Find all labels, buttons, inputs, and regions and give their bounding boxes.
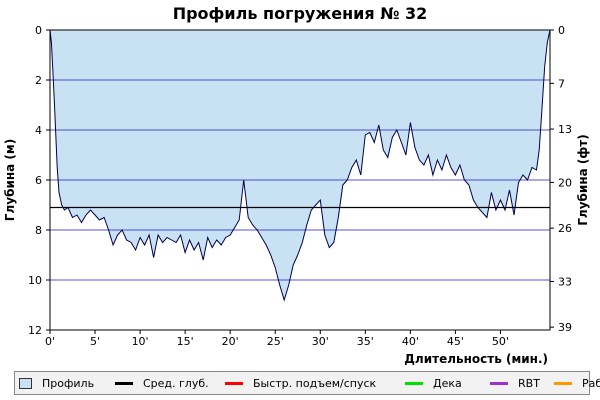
- legend-swatch: [225, 381, 243, 385]
- y-tick-label-left: 12: [28, 324, 42, 337]
- x-axis-label: Длительность (мин.): [404, 352, 548, 366]
- y-axis-label-left: Глубина (м): [3, 139, 17, 221]
- plot-area: 0' 5' 10' 15' 20' 25' 30' 35' 40' 45' 50' 0 2 4 6 8 10 12…: [28, 24, 572, 348]
- legend-label: Раб.: [582, 376, 600, 390]
- x-tick-label: 0': [45, 335, 55, 348]
- legend-item: Раб.: [554, 372, 600, 394]
- legend-item: Сред. глуб.: [115, 372, 209, 394]
- y-tick-label-right: 20: [558, 176, 572, 189]
- legend-label: Профиль: [42, 376, 95, 390]
- legend-swatch: [115, 381, 133, 385]
- x-tick-label: 20': [222, 335, 239, 348]
- y-tick-label-left: 6: [35, 174, 42, 187]
- legend-item: Дека: [405, 372, 462, 394]
- x-tick-label: 30': [312, 335, 329, 348]
- chart-title: Профиль погружения № 32: [173, 4, 428, 23]
- profile-line: [49, 29, 551, 302]
- legend-swatch: [19, 377, 32, 389]
- profile-area: [50, 30, 550, 300]
- x-tick-label: 5': [90, 335, 100, 348]
- y-tick-label-left: 0: [35, 24, 42, 37]
- y-tick-label-right: 39: [558, 321, 572, 334]
- x-tick-label: 25': [267, 335, 284, 348]
- y-tick-label-right: 7: [558, 77, 565, 90]
- legend-label: Дека: [433, 376, 462, 390]
- x-tick-label: 45': [447, 335, 464, 348]
- y-tick-label-left: 4: [35, 124, 42, 137]
- legend-swatch: [554, 381, 572, 385]
- legend-label: Сред. глуб.: [143, 376, 209, 390]
- y-tick-label-left: 10: [28, 274, 42, 287]
- legend: Профиль Сред. глуб. Быстр. подъем/спуск Дек…: [14, 371, 600, 395]
- x-tick-label: 50': [492, 335, 509, 348]
- y-tick-label-left: 8: [35, 224, 42, 237]
- legend-swatch: [405, 381, 423, 385]
- y-tick-label-right: 33: [558, 275, 572, 288]
- y-tick-label-right: 0: [558, 24, 565, 37]
- x-tick-label: 40': [402, 335, 419, 348]
- x-tick-label: 15': [177, 335, 194, 348]
- x-tick-label: 10': [132, 335, 149, 348]
- x-tick-label: 35': [357, 335, 374, 348]
- y-axis-label-right: Глубина (фт): [576, 134, 590, 225]
- y-tick-label-left: 2: [35, 74, 42, 87]
- y-tick-label-right: 26: [558, 222, 572, 235]
- y-tick-label-right: 13: [558, 123, 572, 136]
- legend-item: RBT: [490, 372, 540, 394]
- legend-item: Профиль: [19, 372, 94, 394]
- legend-label: Быстр. подъем/спуск: [253, 376, 377, 390]
- legend-item: Быстр. подъем/спуск: [225, 372, 376, 394]
- legend-swatch: [490, 381, 508, 385]
- legend-label: RBT: [518, 376, 540, 390]
